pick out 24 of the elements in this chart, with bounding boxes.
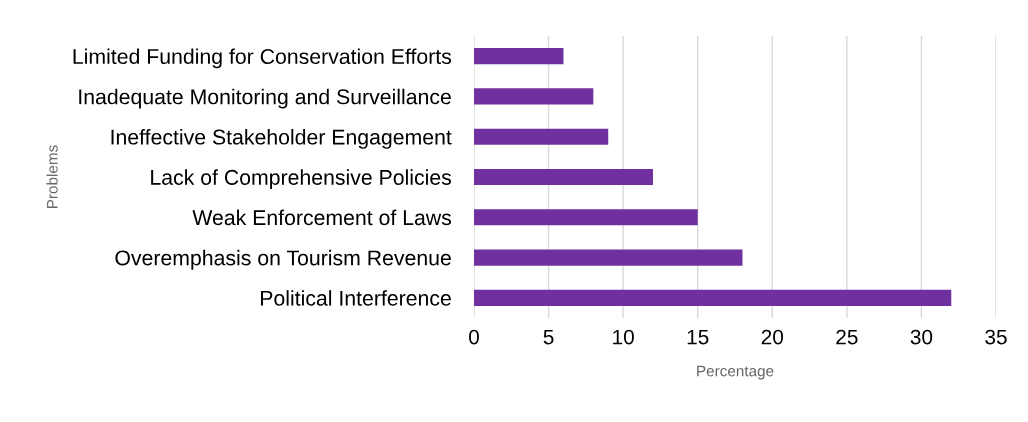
bar bbox=[474, 249, 743, 266]
x-tick-label: 10 bbox=[613, 329, 634, 345]
x-tick-label: 35 bbox=[985, 329, 1007, 345]
bar bbox=[474, 128, 609, 145]
bar bbox=[474, 88, 594, 105]
bar bbox=[474, 209, 698, 226]
x-tick-label: 15 bbox=[687, 329, 709, 345]
x-axis-title: Percentage bbox=[697, 365, 774, 380]
bar bbox=[474, 289, 952, 306]
y-axis-title: Problems bbox=[46, 145, 58, 209]
x-tick-label: 5 bbox=[543, 329, 554, 345]
y-tick-label: Limited Funding for Conservation Efforts bbox=[73, 48, 452, 69]
bar bbox=[474, 168, 653, 186]
bar bbox=[474, 48, 564, 65]
y-tick-label: Lack of Comprehensive Policies bbox=[151, 169, 452, 190]
x-tick-label: 25 bbox=[836, 329, 858, 345]
x-tick-label: 20 bbox=[761, 329, 784, 345]
y-tick-label: Inadequate Monitoring and Surveillance bbox=[79, 88, 451, 109]
y-tick-label: Political Interference bbox=[261, 290, 451, 306]
x-tick-label: 30 bbox=[910, 329, 933, 345]
y-tick-label: Ineffective Stakeholder Engagement bbox=[111, 129, 452, 149]
x-tick-label: 0 bbox=[469, 329, 479, 345]
y-tick-label: Overemphasis on Tourism Revenue bbox=[115, 249, 451, 270]
y-tick-label: Weak Enforcement of Laws bbox=[192, 209, 452, 226]
